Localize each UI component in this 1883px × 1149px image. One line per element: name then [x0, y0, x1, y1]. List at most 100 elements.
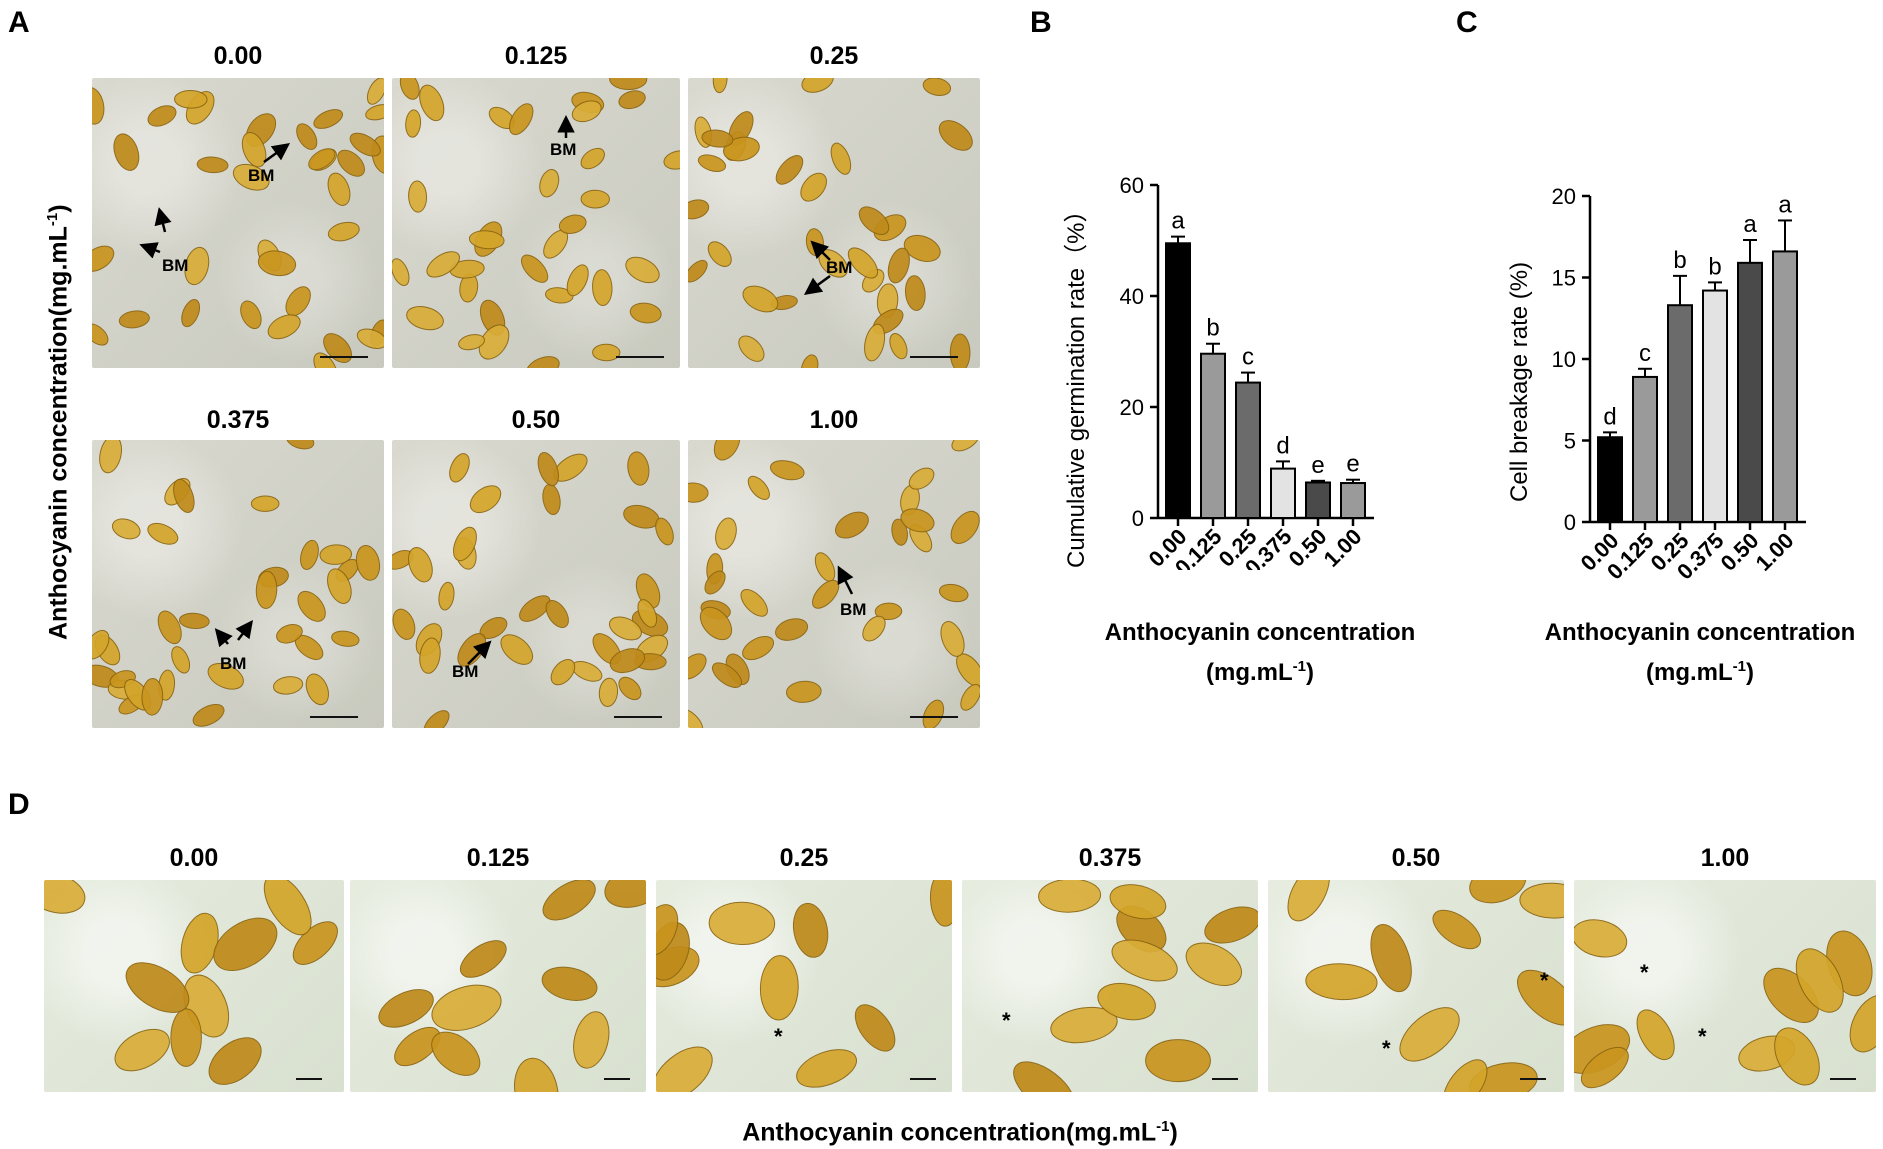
spore — [891, 518, 908, 546]
spore — [174, 90, 208, 109]
bm-label: BM — [826, 258, 853, 277]
spore — [184, 246, 210, 286]
star-marker: * — [1698, 1024, 1707, 1049]
spore — [618, 90, 646, 110]
spore — [949, 333, 971, 368]
spore — [1287, 880, 1330, 922]
spore — [785, 680, 822, 703]
spore — [627, 451, 650, 486]
spore — [178, 612, 210, 630]
spore — [508, 103, 534, 136]
spore — [742, 285, 779, 313]
spore — [903, 234, 941, 262]
x-tick-label: 1.00 — [1751, 528, 1799, 576]
bar — [1702, 289, 1728, 523]
spore — [604, 880, 646, 908]
spore — [285, 286, 311, 317]
panel-d-conc-label: 0.00 — [169, 844, 219, 872]
spore — [960, 683, 980, 711]
spore — [419, 637, 441, 674]
spore — [519, 595, 551, 622]
spore — [521, 254, 549, 283]
spore — [327, 221, 360, 242]
scale-bar — [1830, 1078, 1856, 1080]
spore — [847, 247, 879, 279]
spore — [922, 699, 945, 728]
spore — [566, 264, 589, 297]
spore — [951, 440, 980, 452]
spore — [449, 453, 470, 483]
micrograph-a-0.25 — [688, 78, 980, 368]
micrograph-d-0.50 — [1268, 880, 1564, 1092]
spore — [1519, 882, 1564, 919]
spore — [125, 962, 190, 1013]
spore — [323, 333, 353, 363]
x-tick-label: 0.50 — [1284, 524, 1332, 570]
panel-letter-a: A — [8, 6, 30, 39]
significance-label: a — [1778, 191, 1792, 218]
spore — [688, 199, 710, 220]
spore — [835, 511, 869, 539]
spore — [459, 940, 507, 978]
spore — [92, 87, 105, 125]
spore — [558, 214, 587, 234]
star-marker: * — [1640, 960, 1649, 985]
micrograph-a-0.00 — [92, 78, 384, 368]
spore — [500, 634, 534, 665]
panel-d-conc-label: 0.25 — [779, 844, 829, 872]
spore — [542, 483, 561, 516]
spore — [1774, 1027, 1820, 1086]
spore — [539, 169, 560, 198]
micrograph-a-0.50 — [392, 440, 680, 728]
bm-label: BM — [162, 256, 189, 275]
spore — [458, 334, 485, 351]
spore — [438, 581, 455, 611]
scale-bar — [910, 356, 958, 358]
spore — [655, 517, 674, 546]
chart-b-ylabel: Cumulative germination rate（%） — [1063, 198, 1090, 568]
spore — [349, 132, 381, 157]
spore — [408, 547, 433, 583]
spore — [297, 590, 326, 622]
spore — [276, 624, 303, 644]
significance-label: e — [1311, 452, 1324, 479]
bar — [1340, 482, 1366, 520]
spore — [922, 78, 952, 96]
panel-letter-d: D — [8, 788, 30, 821]
panel-a-conc-label: 1.00 — [809, 406, 859, 434]
spore — [656, 904, 679, 956]
spore — [712, 78, 728, 94]
significance-label: c — [1242, 344, 1254, 371]
spore — [656, 1046, 713, 1092]
spore — [192, 704, 225, 727]
spore — [196, 156, 229, 174]
spore — [1636, 1009, 1675, 1061]
spore — [738, 335, 765, 362]
spore — [940, 621, 965, 657]
spore — [1204, 906, 1258, 944]
spore — [453, 526, 477, 562]
spore — [313, 109, 344, 129]
scale-bar — [1212, 1078, 1238, 1080]
spore — [327, 172, 351, 206]
spore — [759, 955, 799, 1021]
spore — [118, 310, 150, 329]
micrograph-d-0.25 — [656, 880, 952, 1092]
spore — [801, 78, 834, 93]
spore — [1795, 948, 1844, 1013]
bar — [1270, 467, 1296, 520]
bar — [1632, 375, 1658, 523]
panel-letter-b: B — [1030, 6, 1052, 39]
spore — [609, 648, 646, 674]
spore — [874, 602, 903, 621]
spore — [92, 629, 110, 660]
scale-bar — [310, 716, 358, 718]
spore — [541, 966, 598, 1001]
spore — [769, 460, 805, 481]
scale-bar — [910, 716, 958, 718]
spore — [1399, 1007, 1460, 1062]
scale-bar — [1520, 1078, 1546, 1080]
star-marker: * — [774, 1024, 783, 1049]
spore — [308, 148, 336, 171]
